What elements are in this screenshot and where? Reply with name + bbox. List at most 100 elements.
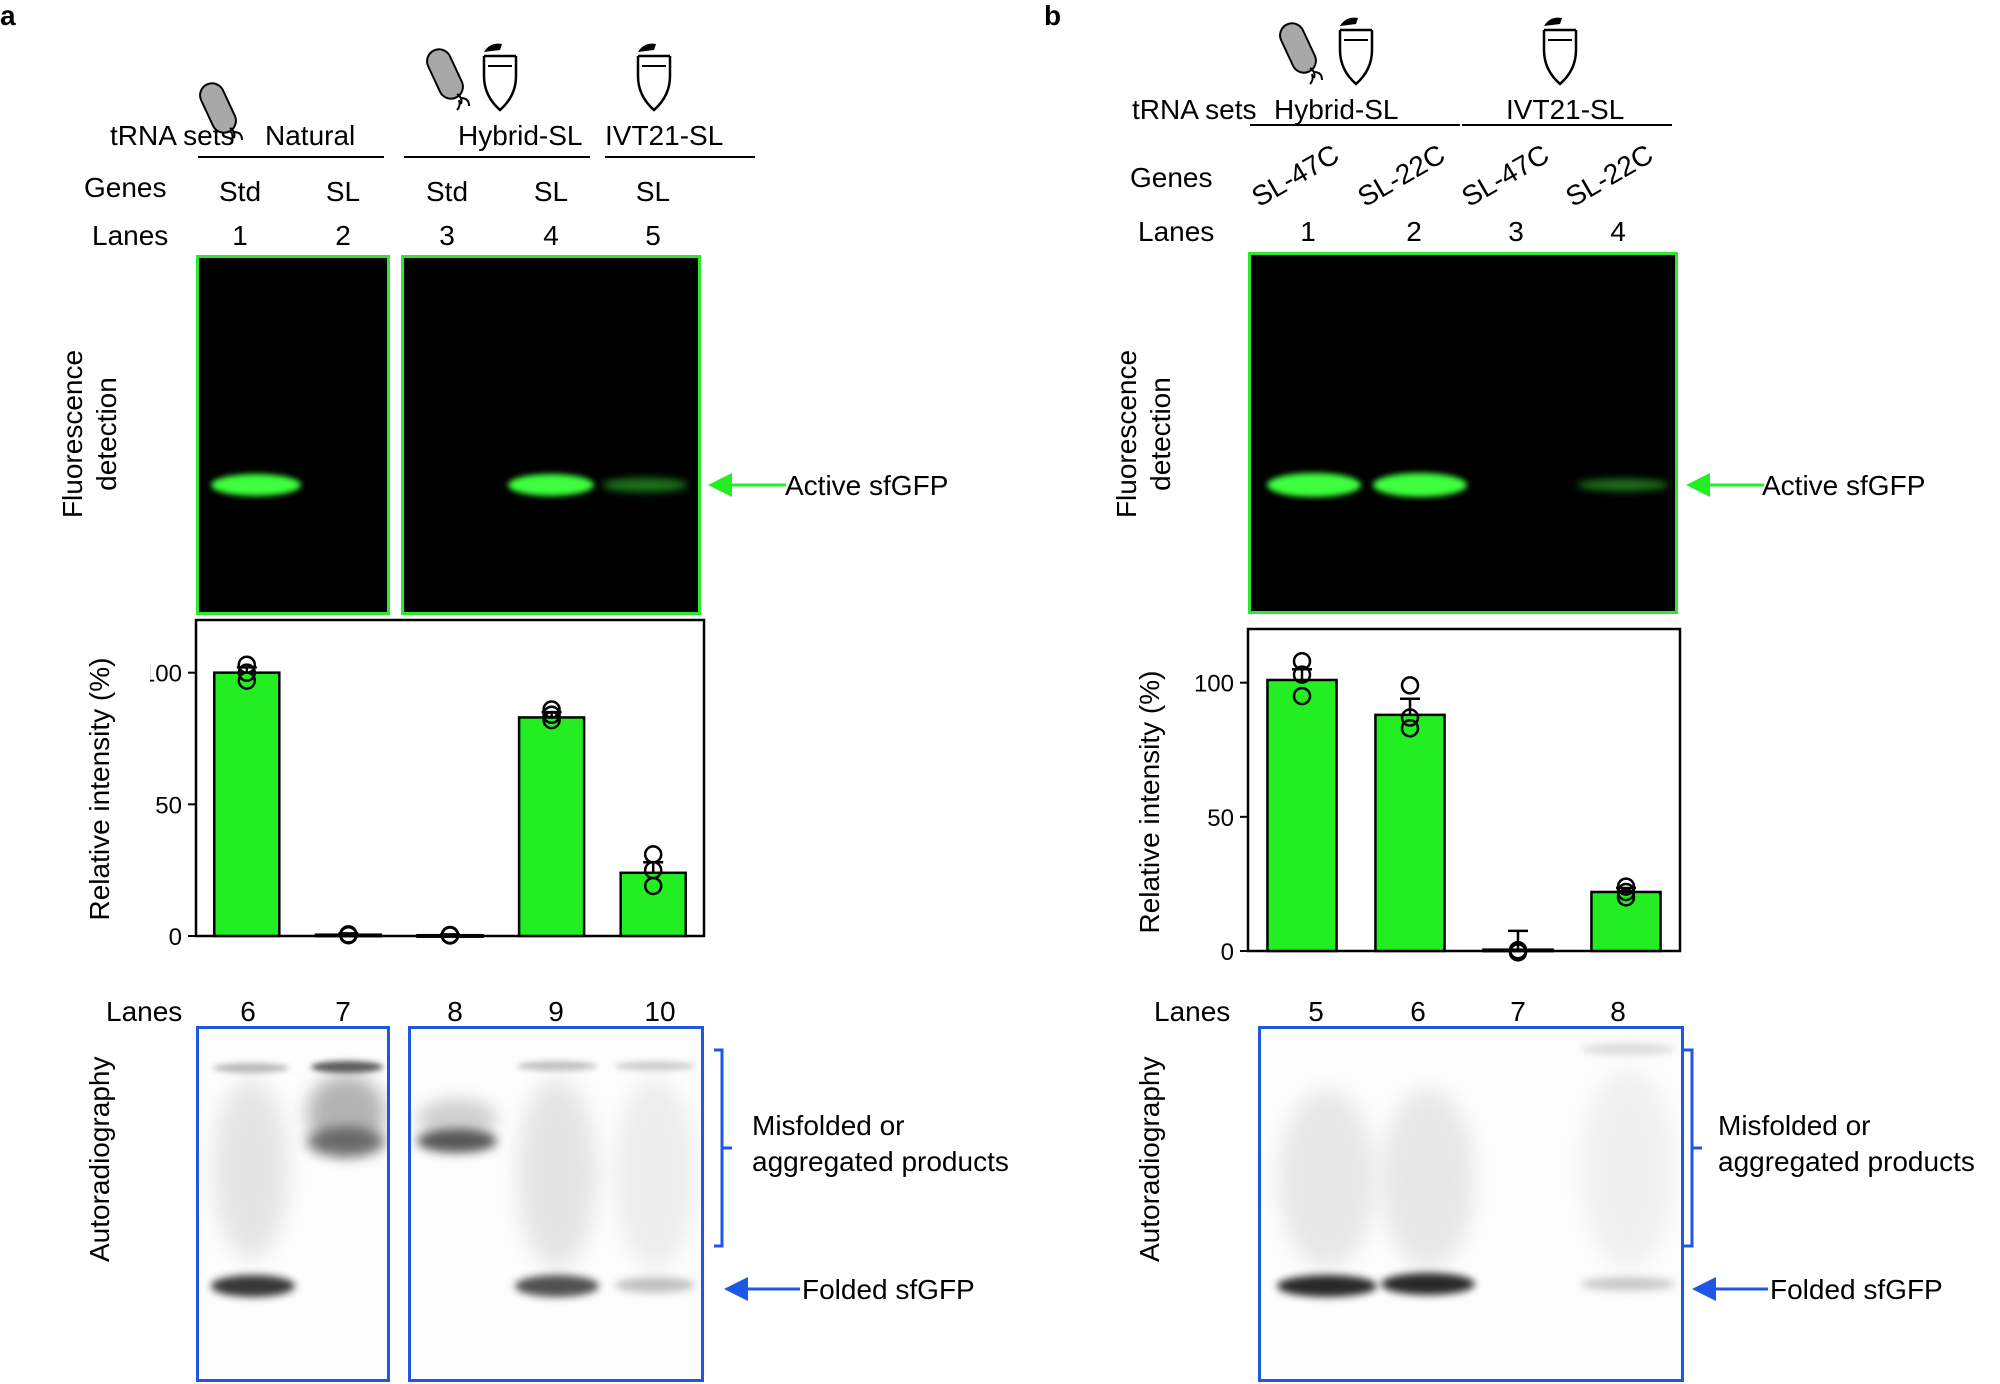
bar: [517, 716, 586, 938]
autoradiography-label: Autoradiography: [84, 1056, 115, 1262]
bacteria-icon: [199, 82, 243, 145]
data-point: [1616, 888, 1636, 907]
gel-band: [213, 1079, 289, 1259]
data-point: [1616, 882, 1636, 902]
lane-number: 1: [232, 220, 248, 251]
gene-label: SL-22C: [1352, 138, 1451, 213]
misfolded-label-line1: Misfolded or: [752, 1110, 905, 1141]
group-hybrid-label: Hybrid-SL: [1274, 94, 1399, 125]
gel-band: [1577, 479, 1669, 491]
folded-sfgfp-label: Folded sfGFP: [802, 1274, 975, 1305]
gel-band: [211, 1275, 295, 1297]
group-ivt21-line: [605, 156, 755, 158]
autoradiography-label: Autoradiography: [1134, 1056, 1165, 1262]
gene-label: SL-47C: [1246, 138, 1345, 213]
gel-band: [213, 1063, 289, 1073]
gene-label: Std: [218, 176, 262, 207]
data-point: [339, 925, 358, 944]
folded-sfgfp-label: Folded sfGFP: [1770, 1274, 1943, 1305]
data-point: [542, 705, 561, 725]
group-hybrid-label: Hybrid-SL: [458, 120, 583, 151]
y-tick-label: 50: [1207, 805, 1234, 832]
fluorescence-gel: [196, 255, 390, 615]
panel-b-letter: b: [1044, 0, 1062, 31]
autoradiography-gel: [196, 1026, 390, 1382]
fluorescence-label-line1: Fluorescence: [57, 349, 88, 519]
lane-number: 2: [1406, 216, 1422, 247]
bar: [1266, 678, 1338, 953]
data-point: [1292, 665, 1312, 684]
lane-number: 9: [548, 996, 564, 1027]
data-point: [542, 700, 561, 719]
gel-band: [307, 1127, 385, 1157]
fluorescence-gel: [401, 255, 701, 615]
fluorescence-label-line2: detection: [91, 377, 122, 491]
group-natural-line: [198, 156, 384, 158]
tube-icon: [482, 43, 518, 112]
data-point: [1292, 686, 1312, 706]
bacteria-icon: [426, 48, 470, 111]
arrow-left-icon: [724, 1277, 800, 1301]
gel-band: [1581, 1043, 1675, 1055]
tube-icon: [636, 43, 672, 112]
data-point: [1292, 651, 1312, 671]
autoradiography-gel: [1258, 1026, 1684, 1382]
data-point: [237, 671, 257, 690]
gene-label: SL-47C: [1456, 138, 1555, 213]
active-sfgfp-label: Active sfGFP: [1762, 470, 1926, 501]
bacteria-icon: [1279, 22, 1323, 85]
data-point: [440, 925, 460, 945]
gene-label: Std: [425, 176, 469, 207]
lane-number: 10: [644, 996, 676, 1027]
gel-band: [517, 1079, 597, 1269]
ylabel: Relative intensity (%): [1134, 670, 1165, 934]
gel-band: [1277, 1275, 1377, 1297]
tube-icon: [1542, 17, 1578, 86]
autoradiography-gel: [408, 1026, 704, 1382]
arrow-left-icon: [708, 473, 786, 497]
tube-icon: [1338, 17, 1374, 86]
group-ivt21-label: IVT21-SL: [605, 120, 724, 151]
gel-band: [615, 1061, 695, 1071]
lane-number: 5: [1308, 996, 1324, 1027]
data-point: [643, 845, 663, 864]
bracket-icon: [1684, 1048, 1702, 1248]
data-point: [1508, 941, 1528, 960]
data-point: [1400, 708, 1420, 727]
data-point: [542, 710, 561, 730]
lane-number: 2: [335, 220, 351, 251]
fluorescence-label-line1: Fluorescence: [1111, 349, 1142, 519]
gene-label: SL: [635, 176, 671, 207]
gel-band: [311, 1061, 383, 1073]
group-ivt21-label: IVT21-SL: [1506, 94, 1625, 125]
fluorescence-label-line2: detection: [1145, 377, 1176, 491]
lane-number: 8: [1610, 996, 1626, 1027]
panel-a-letter: a: [0, 0, 16, 31]
lane-number: 6: [1410, 996, 1426, 1027]
bar: [1590, 890, 1662, 953]
trna-sets-label: tRNA sets: [1132, 94, 1257, 125]
group-hybrid-line: [404, 156, 590, 158]
bar: [1374, 713, 1446, 953]
y-tick-label: 100: [150, 661, 182, 688]
gel-band: [417, 1129, 497, 1153]
bar: [619, 871, 687, 938]
gene-label: SL: [325, 176, 361, 207]
lane-number: 7: [335, 996, 351, 1027]
lanes-label: Lanes: [92, 220, 169, 251]
gel-band: [1267, 473, 1361, 497]
bar-chart: 0 50 100: [150, 618, 706, 950]
lane-number: 4: [543, 220, 559, 251]
gel-band: [615, 1277, 695, 1293]
lanes-label: Lanes: [1138, 216, 1215, 247]
misfolded-label-line1: Misfolded or: [1718, 1110, 1871, 1141]
ylabel: Relative intensity (%): [84, 657, 115, 921]
bracket-icon: [714, 1048, 732, 1248]
gel-band: [515, 1275, 599, 1297]
lane-number: 5: [645, 220, 661, 251]
lane-number: 3: [1508, 216, 1524, 247]
plot-frame: [1246, 627, 1682, 953]
genes-label: Genes: [1130, 162, 1213, 193]
genes-label: Genes: [84, 172, 167, 203]
fluorescence-label: Fluorescence detection: [56, 334, 124, 534]
